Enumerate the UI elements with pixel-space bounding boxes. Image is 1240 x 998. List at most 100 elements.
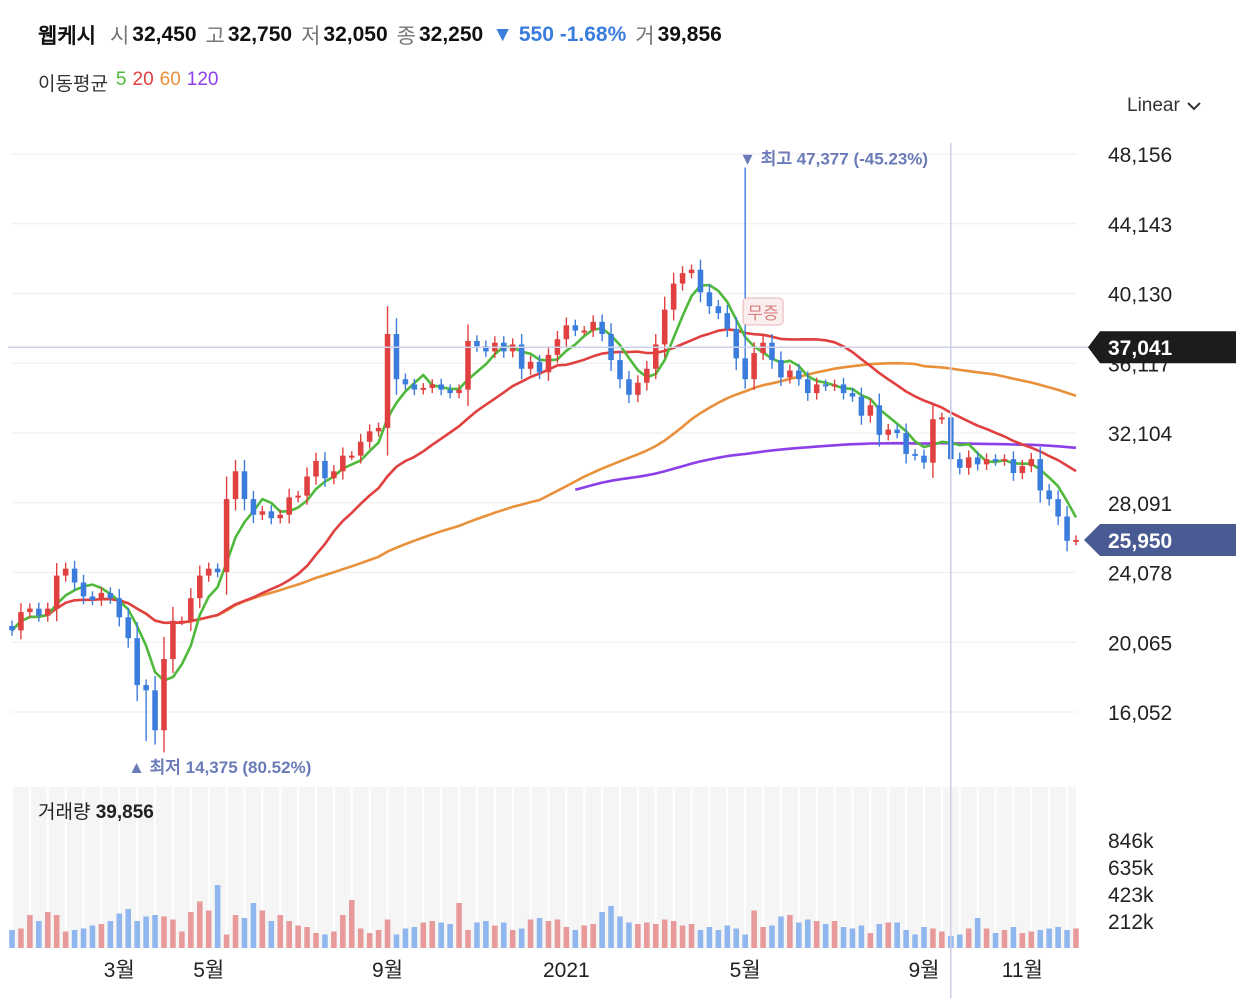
volume-bar (384, 919, 391, 948)
volume-bar (822, 924, 829, 948)
volume-bar (438, 922, 444, 948)
volume-bar (536, 918, 543, 948)
candle-body (1055, 499, 1061, 517)
volume-bar (626, 922, 632, 948)
candle-body (867, 405, 874, 416)
volume-bar (348, 900, 355, 948)
event-badge (742, 297, 784, 326)
volume-bar (1037, 930, 1044, 948)
candle-body (930, 419, 936, 463)
candle-body (340, 455, 346, 472)
price-tick-label: 48,156 (1108, 144, 1172, 167)
volume-bar (161, 916, 167, 948)
ma-120-label[interactable]: 120 (186, 69, 219, 90)
hover-price-label: 37,041 (1108, 337, 1173, 360)
volume-bar (44, 912, 51, 948)
volume-bar (1028, 931, 1035, 948)
min-annotation: ▲ 최저 14,375 (80.52%) (128, 758, 311, 777)
candle-body (393, 333, 400, 380)
candle-body (402, 379, 409, 385)
candle-body (572, 325, 579, 331)
volume-bar (1010, 927, 1017, 948)
volume-bar (286, 921, 292, 948)
volume-bar (241, 918, 248, 948)
candle-body (858, 396, 865, 416)
volume-bar (742, 934, 748, 948)
candle-body (250, 499, 257, 515)
volume-bar (688, 924, 695, 948)
close-label: 종 (396, 25, 416, 48)
volume-bar (340, 915, 346, 948)
candle-body (644, 368, 650, 383)
candle-body (71, 568, 78, 583)
candle-body (27, 608, 33, 613)
volume-tick-label: 212k (1108, 911, 1154, 934)
candle-body (670, 283, 677, 310)
ma-20-line (11, 328, 1077, 632)
volume-bar (483, 921, 489, 948)
volume-bar (196, 901, 203, 948)
max-annotation: ▼ 최고 47,377 (-45.23%) (739, 150, 928, 169)
candle-body (1001, 459, 1008, 462)
volume-bar (670, 921, 677, 948)
volume-bar (840, 927, 847, 948)
ma-60-label[interactable]: 60 (159, 69, 181, 90)
candle-body (974, 457, 981, 465)
volume-bar (518, 928, 525, 948)
candle-body (876, 405, 883, 435)
candle-body (161, 659, 167, 731)
candle-body (563, 325, 570, 340)
volume-bar (894, 922, 900, 948)
candle-body (688, 269, 695, 274)
volume-bar (697, 930, 704, 948)
candle-body (518, 344, 525, 369)
volume-bar (760, 927, 766, 948)
price-tick-label: 28,091 (1108, 493, 1172, 516)
volume-bar (250, 903, 257, 948)
volume-bar (36, 921, 42, 948)
scale-select[interactable]: Linear (1127, 95, 1202, 117)
candle-body (44, 608, 51, 616)
candle-body (1046, 490, 1052, 500)
high-value: 32,750 (227, 23, 293, 46)
volume-bar (53, 915, 60, 948)
candle-body (992, 459, 999, 462)
low-value: 32,050 (323, 23, 388, 46)
chevron-down-icon (1187, 102, 1201, 111)
volume-bar (268, 921, 275, 948)
volume-bar (447, 924, 453, 948)
candle-body (232, 471, 239, 500)
candle-body (581, 330, 588, 333)
volume-bar (107, 921, 114, 948)
candle-body (62, 568, 69, 576)
candle-body (357, 441, 364, 456)
candle-body (1028, 459, 1035, 467)
volume-bar (1055, 927, 1061, 948)
volume-bar (71, 930, 78, 948)
candle-body (706, 292, 713, 307)
candle-body (456, 389, 462, 394)
candle-body (751, 353, 757, 380)
price-tick-label: 32,104 (1108, 423, 1173, 446)
volume-bar (357, 928, 364, 948)
ma-5-label[interactable]: 5 (115, 69, 127, 90)
ma-legend[interactable]: 이동평균 5 20 60 120 (38, 69, 218, 96)
candle-body (1037, 459, 1044, 491)
candle-body (661, 309, 668, 345)
volume-bar (214, 885, 221, 948)
candle-body (921, 455, 927, 463)
volume-bar (849, 928, 856, 948)
volume-bar (331, 931, 337, 948)
price-tick-label: 16,052 (1108, 702, 1172, 725)
candle-body (840, 384, 847, 394)
candle-body (170, 620, 176, 660)
candle-body (125, 617, 132, 639)
volume-bar (27, 915, 33, 948)
volume-bar (465, 930, 471, 948)
change-value: ▼ 550 -1.68% (492, 23, 627, 46)
candle-body (590, 321, 596, 331)
candle-body (304, 476, 310, 496)
volume-bar (179, 931, 185, 948)
ma-20-label[interactable]: 20 (132, 69, 154, 90)
